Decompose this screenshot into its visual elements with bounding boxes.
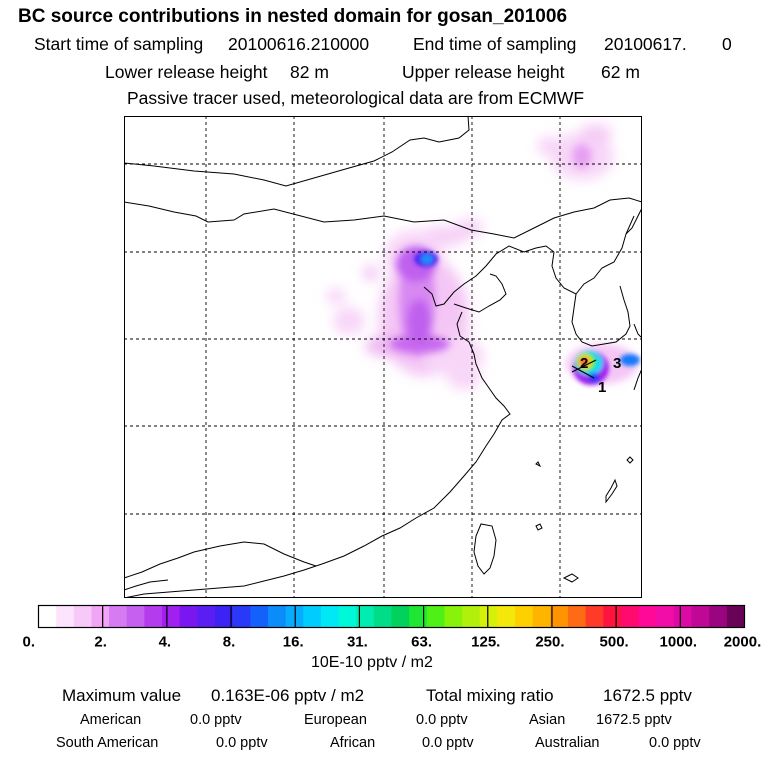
region-asian-name: Asian <box>529 712 566 728</box>
colorbar-label: 500. <box>600 634 629 651</box>
colorbar-label: 0. <box>23 634 36 651</box>
region-asian-value: 1672.5 pptv <box>596 712 672 728</box>
colorbar-swatch <box>320 605 340 628</box>
colorbar-label: 31. <box>347 634 368 651</box>
start-time-label: Start time of sampling <box>34 34 204 54</box>
colorbar-swatch <box>356 605 375 628</box>
colorbar-unit: 10E-10 pptv / m2 <box>311 654 433 671</box>
colorbar-swatch <box>338 605 357 628</box>
contribution-map: 1 2 3 <box>124 116 642 598</box>
colorbar-swatch <box>532 605 551 628</box>
region-american-value: 0.0 pptv <box>190 712 242 728</box>
colorbar-swatch <box>726 605 745 628</box>
colorbar-swatch <box>391 605 410 628</box>
colorbar-swatch <box>91 605 110 628</box>
region-european-value: 0.0 pptv <box>416 712 468 728</box>
region-south-american-value: 0.0 pptv <box>216 735 268 751</box>
region-african-value: 0.0 pptv <box>422 735 474 751</box>
region-australian-value: 0.0 pptv <box>649 735 701 751</box>
colorbar-swatch <box>126 605 145 628</box>
map-background <box>124 116 642 598</box>
colorbar-swatch <box>691 605 710 628</box>
colorbar-label: 1000. <box>660 634 698 651</box>
region-south-american-name: South American <box>56 735 159 751</box>
upper-release-label: Upper release height <box>402 62 565 82</box>
colorbar-label: 2. <box>94 634 107 651</box>
colorbar: 0. 2. 4. 8. 16. 31. 63. 125. 250. 500. 1000. 2000. <box>23 604 762 651</box>
colorbar-swatch <box>656 605 675 628</box>
end-time-suffix: 0 <box>722 34 732 54</box>
colorbar-swatch <box>568 605 587 628</box>
colorbar-swatch <box>638 605 657 628</box>
colorbar-swatch <box>709 605 728 628</box>
marker-3: 3 <box>613 355 621 372</box>
colorbar-label: 250. <box>535 634 564 651</box>
colorbar-label: 8. <box>223 634 236 651</box>
colorbar-swatch <box>497 605 516 628</box>
max-value-label: Maximum value <box>62 686 182 705</box>
marker-1: 1 <box>598 379 606 396</box>
receptor-markers: 1 2 3 <box>571 355 621 396</box>
colorbar-swatch <box>462 605 481 628</box>
lower-release-value: 82 m <box>290 62 329 82</box>
colorbar-swatch <box>444 605 463 628</box>
colorbar-swatch <box>162 605 181 628</box>
colorbar-swatch <box>426 605 445 628</box>
colorbar-swatch <box>250 605 269 628</box>
region-african-name: African <box>330 735 376 751</box>
concentration-field <box>326 124 640 390</box>
colorbar-swatch <box>179 605 198 628</box>
lat-lon-grid <box>124 116 642 598</box>
colorbar-swatch <box>303 605 322 628</box>
end-time-value: 20100617. <box>604 34 687 54</box>
colorbar-frame <box>37 604 746 629</box>
colorbar-swatch <box>73 605 92 628</box>
colorbar-label: 4. <box>159 634 172 651</box>
colorbar-label: 2000. <box>724 634 762 651</box>
coastlines <box>124 116 642 598</box>
total-mixing-value: 1672.5 pptv <box>603 686 692 705</box>
colorbar-swatch <box>515 605 534 628</box>
colorbar-swatch <box>373 605 392 628</box>
map-frame <box>124 116 642 598</box>
marker-2: 2 <box>580 355 588 372</box>
tracer-note: Passive tracer used, meteorological data… <box>127 88 585 108</box>
lower-release-label: Lower release height <box>105 62 268 82</box>
colorbar-swatch <box>550 605 569 628</box>
colorbar-swatch <box>56 605 75 628</box>
colorbar-label: 63. <box>411 634 432 651</box>
colorbar-swatch <box>603 605 622 628</box>
region-american-name: American <box>80 712 142 728</box>
page-title: BC source contributions in nested domain… <box>18 6 568 27</box>
region-european-name: European <box>304 712 367 728</box>
colorbar-swatch <box>673 605 693 628</box>
colorbar-swatch <box>409 605 428 628</box>
colorbar-swatch <box>267 605 287 628</box>
colorbar-swatch <box>215 605 234 628</box>
colorbar-swatch <box>144 605 163 628</box>
colorbar-swatch <box>38 605 57 628</box>
total-mixing-label: Total mixing ratio <box>426 686 554 705</box>
start-time-value: 20100616.210000 <box>228 34 370 54</box>
region-australian-name: Australian <box>535 735 600 751</box>
upper-release-value: 62 m <box>601 62 640 82</box>
max-value: 0.163E-06 pptv / m2 <box>211 686 365 705</box>
end-time-label: End time of sampling <box>413 34 577 54</box>
colorbar-swatch <box>197 605 216 628</box>
colorbar-label: 16. <box>283 634 304 651</box>
colorbar-swatch <box>109 605 128 628</box>
colorbar-swatch <box>620 605 640 628</box>
colorbar-swatch <box>479 605 498 628</box>
colorbar-label: 125. <box>471 634 500 651</box>
colorbar-swatch <box>232 605 251 628</box>
colorbar-swatch <box>585 605 604 628</box>
